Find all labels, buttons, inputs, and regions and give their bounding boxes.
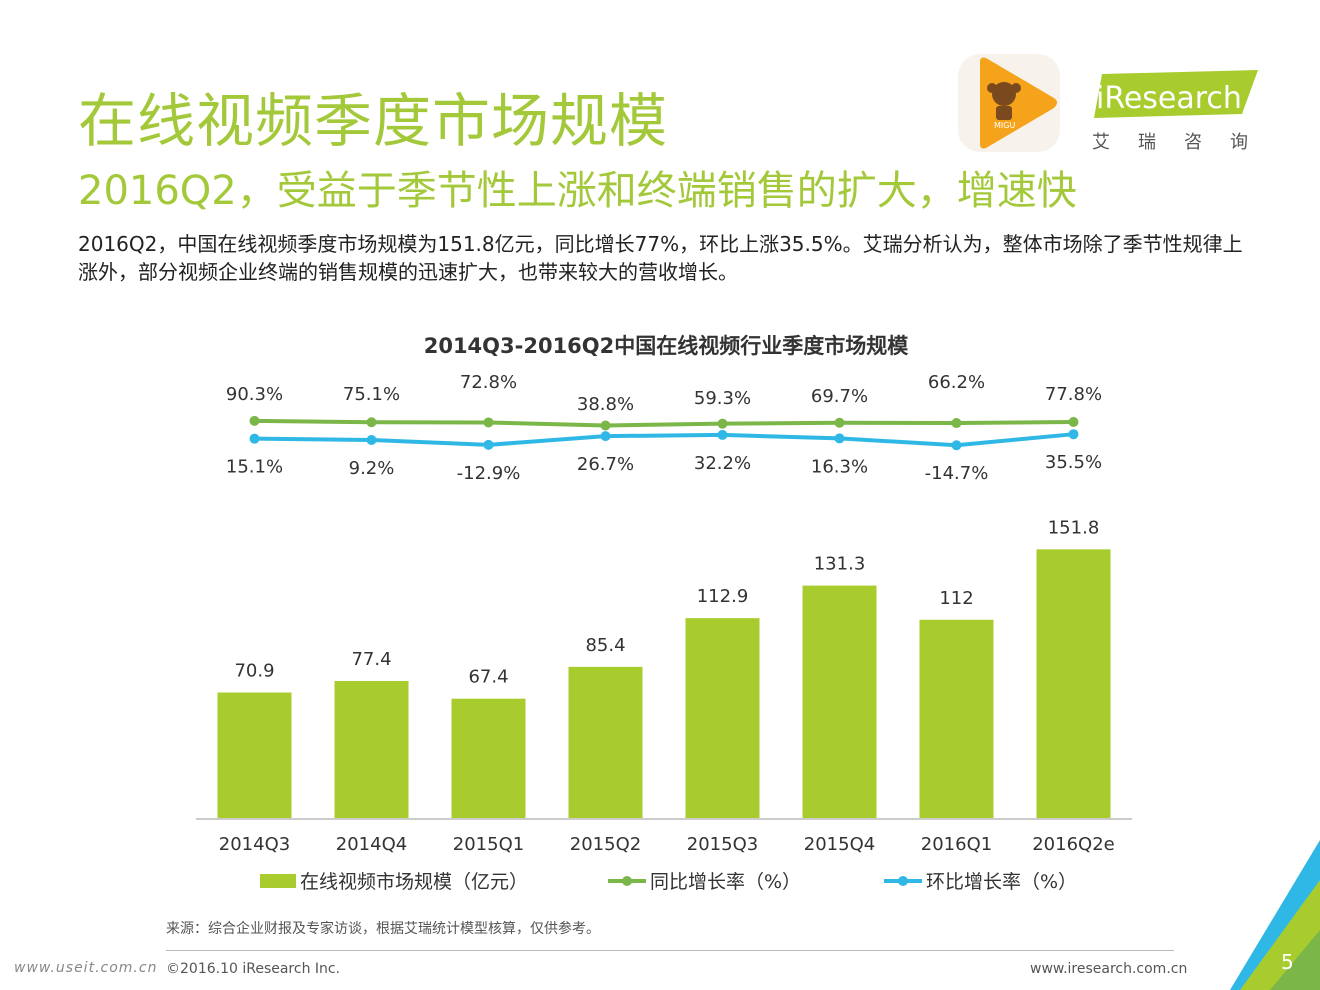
x-tick-label: 2015Q1 (453, 834, 524, 855)
yoy-point (249, 415, 260, 426)
yoy-label: 75.1% (343, 384, 400, 405)
yoy-point (483, 417, 494, 428)
bar-label: 85.4 (585, 635, 625, 656)
bar-2014Q4 (334, 681, 409, 818)
iresearch-logo-cn: 艾瑞咨询 (1092, 132, 1276, 153)
migu-app-icon: MIGU (958, 54, 1060, 152)
yoy-label: 90.3% (226, 384, 283, 405)
yoy-point (834, 417, 845, 428)
bar-label: 112 (939, 588, 973, 609)
source-note: 来源：综合企业财报及专家访谈，根据艾瑞统计模型核算，仅供参考。 (166, 921, 600, 937)
footer-divider (166, 950, 1174, 951)
page-number: 5 (1281, 950, 1294, 974)
corner-decoration (1230, 840, 1320, 990)
qoq-label: -12.9% (457, 463, 521, 484)
qoq-point (483, 439, 494, 450)
bar-label: 77.4 (351, 649, 391, 670)
legend-bar-swatch (260, 874, 296, 888)
page-title: 在线视频季度市场规模 (78, 87, 669, 155)
yoy-label: 66.2% (928, 372, 985, 393)
bar-2016Q1 (919, 619, 994, 818)
bar-label: 70.9 (234, 661, 274, 682)
qoq-label: 26.7% (577, 454, 634, 475)
qoq-point (1068, 429, 1079, 440)
yoy-line (254, 418, 1074, 428)
yoy-point (1068, 416, 1079, 427)
description-text: 2016Q2，中国在线视频季度市场规模为151.8亿元，同比增长77%，环比上涨… (78, 232, 1243, 284)
qoq-label: -14.7% (925, 463, 989, 484)
qoq-point (834, 433, 845, 444)
bar-2016Q2e (1036, 549, 1111, 818)
page-subtitle: 2016Q2，受益于季节性上涨和终端销售的扩大，增速快 (78, 168, 1077, 214)
qoq-label: 35.5% (1045, 452, 1102, 473)
qoq-point (951, 440, 962, 451)
yoy-label: 59.3% (694, 388, 751, 409)
yoy-point (717, 418, 728, 429)
legend-bar-label: 在线视频市场规模（亿元） (300, 871, 528, 893)
bar-label: 151.8 (1048, 517, 1100, 538)
bar-2015Q4 (802, 585, 877, 818)
bar-2014Q3 (217, 692, 292, 818)
watermark: www.useit.com.cn (14, 960, 158, 976)
yoy-point (366, 417, 377, 428)
x-tick-label: 2016Q2e (1032, 834, 1115, 855)
iresearch-logo-text: iResearch (1096, 81, 1242, 116)
qoq-point (600, 431, 611, 442)
x-tick-label: 2016Q1 (921, 834, 992, 855)
x-tick-label: 2015Q3 (687, 834, 758, 855)
bar-2015Q1 (451, 698, 526, 818)
yoy-label: 77.8% (1045, 384, 1102, 405)
yoy-label: 38.8% (577, 394, 634, 415)
qoq-label: 15.1% (226, 457, 283, 478)
copyright: ©2016.10 iResearch Inc. (166, 961, 341, 977)
bar-2015Q2 (568, 666, 643, 818)
x-tick-label: 2015Q4 (804, 834, 875, 855)
yoy-point (600, 420, 611, 431)
qoq-line (254, 432, 1074, 448)
x-tick-label: 2014Q3 (219, 834, 290, 855)
x-tick-label: 2015Q2 (570, 834, 641, 855)
qoq-label: 16.3% (811, 456, 868, 477)
bar-label: 67.4 (468, 667, 508, 688)
bar-label: 131.3 (814, 554, 866, 575)
qoq-point (249, 433, 260, 444)
qoq-point (717, 429, 728, 440)
migu-label: MIGU (994, 121, 1015, 130)
website-link[interactable]: www.iresearch.com.cn (1030, 961, 1188, 977)
yoy-point (951, 418, 962, 429)
legend-qoq-label: 环比增长率（%） (926, 871, 1077, 893)
x-tick-label: 2014Q4 (336, 834, 407, 855)
yoy-label: 72.8% (460, 372, 517, 393)
legend-yoy-marker (622, 876, 632, 886)
yoy-label: 69.7% (811, 386, 868, 407)
qoq-point (366, 434, 377, 445)
bar-label: 112.9 (697, 586, 749, 607)
qoq-label: 32.2% (694, 453, 751, 474)
iresearch-logo: iResearch (1088, 66, 1263, 156)
chart-title: 2014Q3-2016Q2中国在线视频行业季度市场规模 (423, 334, 909, 358)
bar-2015Q3 (685, 618, 760, 818)
qoq-label: 9.2% (349, 458, 395, 479)
legend-yoy-label: 同比增长率（%） (650, 871, 801, 893)
legend-qoq-marker (898, 876, 908, 886)
